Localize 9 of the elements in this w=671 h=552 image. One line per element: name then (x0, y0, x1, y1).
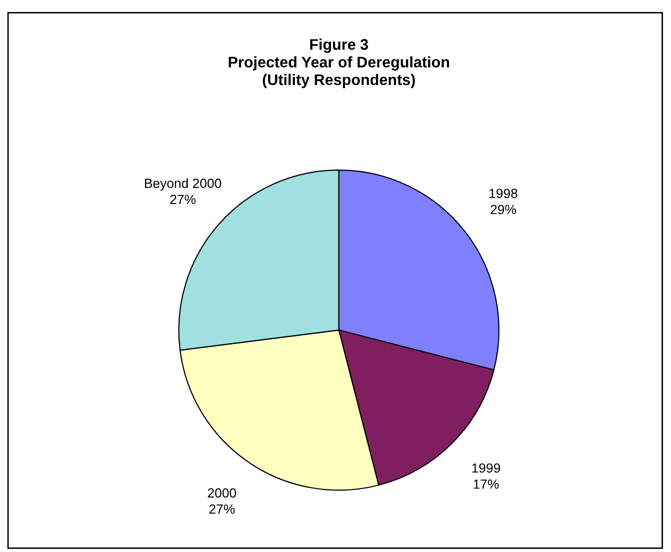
slice-label: 1999 (472, 463, 500, 473)
slice-label: 2000 (208, 488, 236, 498)
data-label: 17% (474, 480, 499, 489)
slice-label: Beyond 2000 (145, 178, 222, 191)
data-label: 27% (170, 194, 196, 204)
chart-title: Figure 3 Projected Year of Deregulation (Utility Respondents) (228, 38, 449, 88)
data-label: 29% (490, 204, 516, 214)
data-label: 27% (209, 504, 235, 514)
slice-label: 1998 (490, 188, 518, 198)
